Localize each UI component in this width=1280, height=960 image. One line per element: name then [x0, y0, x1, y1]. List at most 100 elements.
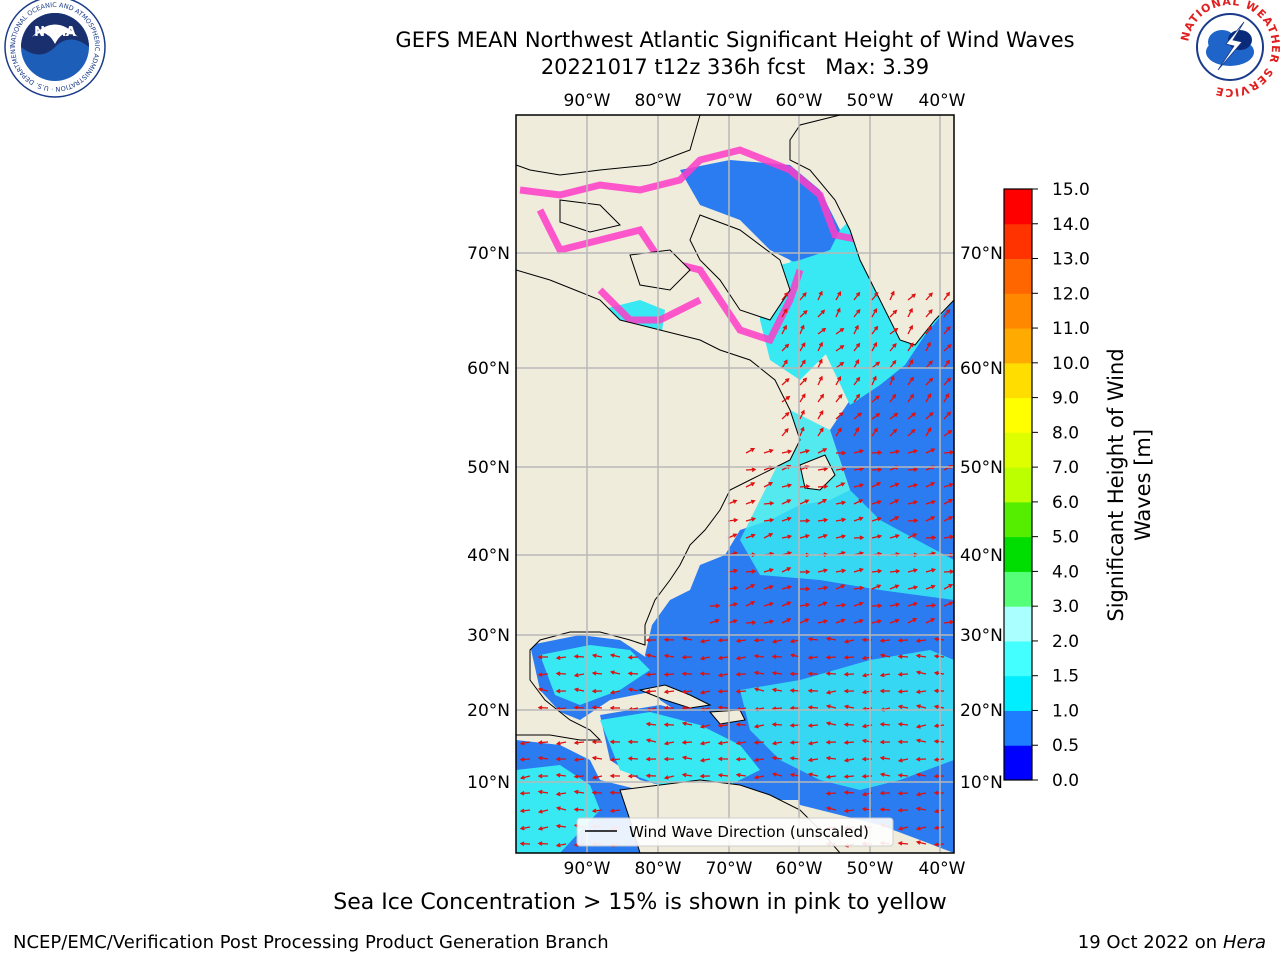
wind-wave-arrow [853, 359, 859, 369]
wind-wave-arrow [817, 428, 824, 437]
wind-wave-arrowhead [873, 308, 878, 313]
wind-wave-arrow [808, 706, 819, 709]
graticule [516, 115, 954, 853]
wind-wave-arrowhead [825, 721, 831, 726]
noaa-logo-text: NOAA [34, 25, 76, 40]
wind-wave-arrowhead [933, 670, 939, 676]
lat-label: 10°N [960, 773, 1003, 793]
wind-wave-arrow [781, 517, 791, 522]
wind-wave-arrowhead [801, 393, 806, 398]
wind-wave-arrowhead [931, 603, 937, 608]
wind-wave-arrowhead [946, 326, 951, 331]
wind-wave-arrow [827, 690, 837, 694]
wind-wave-arrowhead [804, 499, 810, 504]
wind-wave-arrow [827, 807, 837, 811]
wind-wave-arrowhead [825, 739, 831, 745]
wind-wave-arrow [755, 724, 765, 728]
wind-wave-arrowhead [825, 704, 831, 709]
wind-wave-arrowhead [750, 601, 756, 606]
wind-wave-arrowhead [927, 393, 932, 398]
wind-wave-arrowhead [555, 772, 561, 778]
wind-wave-arrowhead [805, 569, 811, 575]
wind-wave-arrowhead [573, 774, 579, 779]
wind-wave-arrowhead [837, 291, 842, 296]
wind-wave-arrow [871, 413, 880, 420]
wind-wave-arrow [826, 792, 837, 795]
wind-wave-arrowhead [949, 569, 954, 574]
wind-wave-arrow [719, 656, 729, 659]
wind-wave-arrow [773, 741, 783, 745]
lon-label: 50°W [847, 91, 894, 111]
lon-label: 80°W [635, 859, 682, 879]
wind-wave-arrowhead [897, 638, 903, 643]
wind-wave-arrow [907, 484, 917, 488]
wind-wave-arrowhead [843, 774, 849, 779]
wind-wave-arrowhead [946, 308, 951, 314]
wind-wave-arrowhead [855, 393, 861, 399]
wind-wave-arrowhead [681, 772, 687, 778]
wind-wave-arrowhead [591, 739, 597, 745]
wind-wave-arrowhead [733, 585, 739, 591]
wind-wave-arrow [646, 673, 657, 676]
wind-wave-arrowhead [805, 518, 811, 524]
lon-label: 70°W [706, 859, 753, 879]
wind-wave-arrowhead [933, 825, 939, 831]
wind-wave-arrowhead [789, 740, 795, 745]
wind-wave-arrow [817, 328, 826, 335]
colorbar-segment [1004, 501, 1032, 538]
wind-wave-arrow [853, 292, 860, 301]
wind-wave-arrowhead [861, 723, 867, 729]
wind-wave-arrowhead [537, 809, 543, 814]
wind-wave-arrow [871, 500, 881, 505]
wind-wave-arrowhead [877, 619, 882, 624]
wind-wave-arrow [871, 292, 879, 301]
wind-wave-arrowhead [873, 427, 878, 433]
wind-wave-arrowhead [784, 343, 790, 349]
wind-wave-arrowhead [753, 740, 759, 745]
wind-wave-arrowhead [894, 618, 900, 624]
wind-wave-arrow [835, 362, 844, 369]
lon-label: 90°W [564, 91, 611, 111]
wind-wave-arrowhead [879, 638, 885, 643]
wind-wave-arrowhead [537, 773, 543, 779]
wind-wave-arrowhead [825, 655, 831, 660]
wind-wave-arrowhead [789, 671, 795, 677]
wind-wave-arrowhead [753, 638, 759, 643]
wind-wave-arrow [871, 428, 878, 437]
wind-wave-arrow [709, 619, 719, 624]
wind-wave-arrowhead [537, 654, 543, 660]
wind-wave-arrow [917, 671, 927, 675]
wind-wave-arrow [745, 534, 755, 539]
wind-wave-arrowhead [555, 688, 561, 694]
wind-wave-arrow [538, 790, 549, 794]
wind-wave-arrow [629, 688, 639, 692]
wind-wave-arrowhead [591, 653, 597, 658]
wind-wave-arrow [817, 448, 827, 454]
wind-wave-arrow [772, 707, 783, 710]
wind-wave-arrow [592, 706, 603, 709]
wind-wave-arrow [943, 430, 952, 437]
wind-wave-arrowhead [717, 672, 723, 678]
wind-wave-arrowhead [789, 653, 795, 658]
wind-wave-arrowhead [839, 411, 844, 417]
wind-wave-arrow [736, 723, 747, 726]
wind-wave-arrowhead [591, 755, 597, 761]
wind-wave-arrow [889, 291, 895, 301]
wind-wave-arrowhead [717, 689, 723, 694]
wind-wave-arrowhead [750, 584, 756, 589]
wind-wave-arrow [925, 378, 933, 386]
wind-wave-arrow [853, 343, 860, 352]
wind-wave-arrowhead [519, 808, 525, 814]
wind-wave-arrowhead [927, 325, 932, 331]
wind-wave-arrowhead [789, 638, 795, 644]
wind-wave-arrowhead [771, 740, 777, 746]
wind-wave-arrowhead [805, 586, 811, 592]
wind-wave-arrowhead [894, 482, 900, 487]
wind-wave-arrowhead [771, 755, 777, 761]
wind-wave-arrow [745, 500, 755, 505]
wind-wave-arrowhead [771, 639, 777, 644]
wind-wave-arrow [853, 568, 863, 573]
wind-wave-arrowhead [609, 773, 615, 779]
wind-wave-arrowhead [573, 789, 579, 795]
wind-wave-arrowhead [946, 411, 952, 416]
